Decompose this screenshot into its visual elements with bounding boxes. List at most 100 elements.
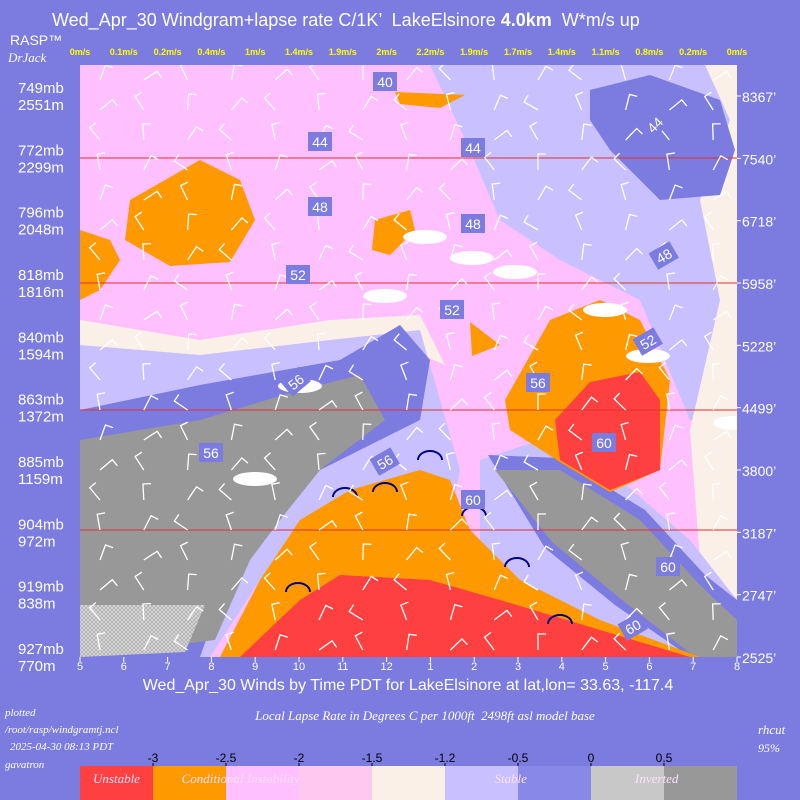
wind-barb [225, 271, 234, 291]
wind-barb [624, 93, 638, 111]
contour-label-box [280, 366, 311, 397]
wind-barb [393, 93, 408, 111]
wind-speed-label: 0.2m/s [679, 47, 707, 57]
wind-barb [703, 451, 714, 471]
contour-label: 44 [461, 138, 485, 157]
wind-barb [186, 573, 197, 591]
wind-barb [658, 362, 670, 381]
legend-tick-label: -1.2 [435, 751, 456, 765]
wind-barb [668, 459, 688, 471]
wind-barb [666, 272, 675, 291]
wind-barb [491, 182, 501, 201]
wind-speed-label: 1m/s [245, 47, 266, 57]
wind-barb [348, 484, 364, 501]
wind-barb [230, 65, 243, 81]
wind-barb [348, 604, 364, 621]
x-tick-label: 4 [559, 661, 565, 673]
altitude-ft-label: 7540’ [742, 151, 776, 167]
wind-barb [406, 186, 424, 201]
wind-barb [263, 212, 276, 231]
wind-barb [491, 422, 501, 441]
wind-barb [99, 65, 114, 81]
wind-barb [483, 511, 495, 531]
wind-barb [142, 362, 151, 381]
wind-barb [271, 122, 280, 141]
wind-barb [362, 575, 379, 591]
wind-barb [143, 310, 163, 321]
wind-barb [620, 421, 630, 441]
title-part: W*m/s up [552, 10, 640, 30]
contour-label-box [308, 132, 332, 151]
pressure-label: 927mb [18, 641, 64, 658]
contour-label-box [592, 433, 616, 452]
wind-barb [449, 637, 468, 651]
wind-barb [537, 633, 546, 650]
wind-barb [187, 605, 204, 621]
wind-barb [362, 183, 372, 201]
wind-barb [263, 92, 276, 111]
title-part: 4.0km [501, 10, 552, 30]
wind-barb [271, 242, 280, 261]
altitude-m-label: 972m [18, 533, 56, 550]
wind-barb [96, 392, 106, 411]
wind-barb [354, 151, 364, 171]
altitude-ft-label: 8367’ [742, 89, 776, 105]
footer-right: rhcut [758, 722, 786, 737]
legend-swatch [664, 766, 737, 800]
contour-label-text: 52 [637, 331, 659, 353]
wind-barb [625, 367, 643, 381]
wind-barb [613, 512, 627, 531]
wind-barb [354, 271, 364, 291]
x-axis-label: Wed_Apr_30 Winds by Time PDT for LakeEls… [143, 677, 674, 694]
wind-barb [405, 633, 418, 651]
wind-barb [134, 331, 145, 351]
wind-barb [316, 92, 326, 111]
wind-barb [493, 129, 513, 141]
pressure-label: 772mb [18, 142, 64, 159]
legend-swatch [153, 766, 226, 800]
contour-label-text: 44 [465, 140, 481, 156]
wind-barb [187, 365, 204, 381]
wind-barb [620, 65, 627, 81]
contour-label: 56 [369, 447, 400, 476]
wind-barb [523, 334, 539, 351]
wind-barb [668, 424, 683, 441]
wind-barb [142, 482, 151, 501]
wind-barb [449, 517, 468, 531]
wind-barb [274, 633, 288, 651]
wind-barb [703, 571, 714, 591]
wind-barb [362, 303, 372, 321]
wind-barb [491, 302, 501, 321]
wind-barb [96, 632, 106, 651]
wind-barb [537, 425, 554, 441]
wind-barb [613, 152, 627, 171]
wind-barb [493, 249, 513, 261]
x-tick-label: 5 [77, 661, 83, 673]
wind-barb [574, 331, 584, 351]
wind-barb [581, 636, 599, 651]
wind-barb [581, 396, 599, 411]
wind-barb [88, 602, 101, 621]
wind-barb [624, 453, 638, 471]
wind-barb [318, 604, 334, 621]
pressure-label: 818mb [18, 267, 64, 284]
wind-barb [445, 331, 455, 351]
wind-speed-label: 0.4m/s [197, 47, 225, 57]
contour-label: 48 [648, 241, 679, 270]
wind-barb [449, 397, 468, 411]
legend-swatch [226, 766, 299, 800]
contour-label-box [632, 327, 663, 356]
wind-speed-label: 2m/s [376, 47, 397, 57]
wind-barb [308, 181, 320, 201]
wind-barb [712, 394, 729, 411]
legend-tick-label: -0.5 [508, 751, 529, 765]
wind-barb [581, 603, 592, 621]
wind-barb [362, 543, 372, 561]
wind-barb [449, 483, 463, 501]
contour-label-box [461, 490, 485, 509]
wind-barb [218, 603, 232, 621]
wind-barb [523, 454, 539, 471]
contour-label-box [461, 138, 485, 157]
wind-barb [143, 190, 163, 201]
wind-barb [393, 333, 408, 351]
